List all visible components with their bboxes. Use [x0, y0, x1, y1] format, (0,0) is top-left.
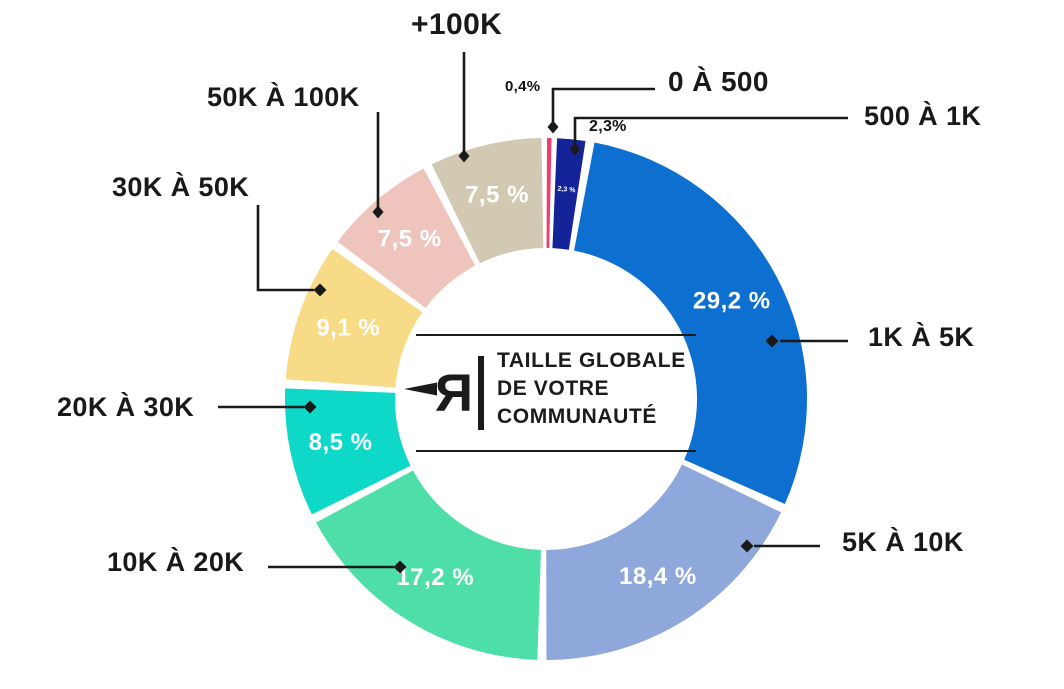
- callout-line-500-1k: [573, 116, 848, 152]
- callout-line-30k-50k: [256, 205, 314, 292]
- center-rule-bottom: [416, 450, 696, 452]
- donut-slice-3[interactable]: [546, 464, 782, 660]
- donut-slice-1[interactable]: [552, 138, 586, 250]
- center-rule-top: [416, 334, 696, 336]
- logo-divider-bar: [478, 356, 484, 430]
- callout-connectors: [218, 52, 848, 574]
- slice-label-1k-5k: 1K À 5K: [868, 322, 975, 352]
- donut-slice-8[interactable]: [431, 138, 544, 264]
- slice-value-label-4: 17,2 %: [396, 564, 474, 591]
- slice-label-5k-10k: 5K À 10K: [842, 527, 964, 557]
- slice-label-plus-100k: +100K: [411, 8, 503, 41]
- slice-value-label-3: 18,4 %: [619, 563, 697, 590]
- callout-diamond-30k-50k: [313, 283, 327, 297]
- slice-value-outside-500-1k: 2,3%: [589, 118, 627, 135]
- donut-slice-5[interactable]: [285, 388, 411, 515]
- logo-needle-icon: [404, 382, 437, 396]
- callout-diamond-20k-30k: [303, 400, 317, 414]
- slice-label-30k-50k: 30K À 50K: [112, 172, 250, 202]
- slice-label-10k-20k: 10K À 20K: [107, 547, 245, 577]
- callout-diamond-50k-100k: [372, 205, 384, 219]
- slice-value-label-5: 8,5 %: [309, 429, 373, 456]
- donut-slices: 2,3 % 29,2 % 18,4 % 17,2 % 8,5 % 9,1 % 7,5 % 7,…: [285, 138, 807, 660]
- callout-line-0-500: [551, 87, 655, 130]
- donut-slice-7[interactable]: [337, 168, 476, 309]
- brand-logo: R: [404, 356, 484, 430]
- slice-value-label-2: 29,2 %: [693, 288, 771, 315]
- slice-value-outside-0-500: 0,4%: [505, 78, 541, 95]
- center-title-line-1: TAILLE GLOBALE: [497, 349, 686, 372]
- slice-label-20k-30k: 20K À 30K: [57, 392, 195, 422]
- donut-slice-4[interactable]: [316, 470, 541, 660]
- logo-letter-r: R: [435, 364, 473, 423]
- chart-center-title: TAILLE GLOBALE DE VOTRE COMMUNAUTÉ: [497, 347, 686, 431]
- slice-value-label-6: 9,1 %: [316, 315, 380, 342]
- donut-slice-2[interactable]: [574, 142, 807, 505]
- slice-value-label-7: 7,5 %: [378, 226, 442, 253]
- callout-diamond-plus-100k: [458, 149, 470, 163]
- slice-value-label-1: 2,3 %: [557, 186, 576, 195]
- slice-label-0-500: 0 À 500: [668, 66, 769, 97]
- callout-diamond-5k-10k: [740, 539, 754, 553]
- callout-diamond-500-1k: [569, 142, 581, 156]
- callout-diamond-1k-5k: [765, 334, 779, 348]
- slice-value-label-8: 7,5 %: [465, 181, 529, 208]
- callout-diamond-10k-20k: [393, 560, 407, 574]
- center-title-line-3: COMMUNAUTÉ: [497, 405, 657, 428]
- slice-label-50k-100k: 50K À 100K: [207, 82, 360, 112]
- slice-label-500-1k: 500 À 1K: [864, 101, 982, 131]
- center-title-line-2: DE VOTRE: [497, 377, 610, 400]
- callout-diamond-0-500: [547, 120, 559, 134]
- donut-slice-0[interactable]: [546, 138, 552, 249]
